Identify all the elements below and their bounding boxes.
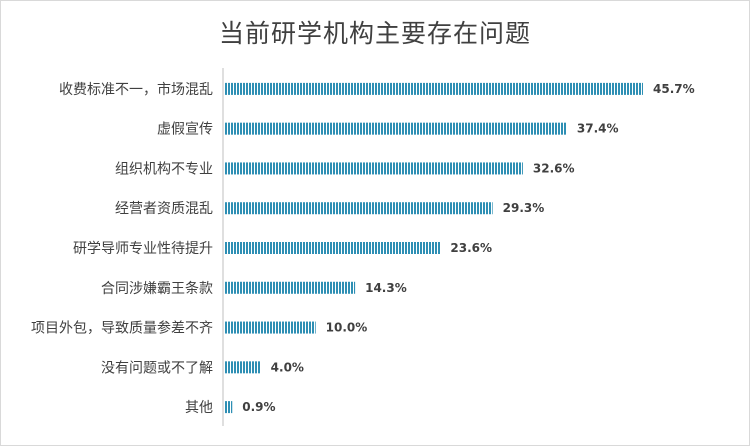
chart-title: 当前研学机构主要存在问题 (218, 19, 531, 48)
category-label: 合同涉嫌霸王条款 (101, 280, 213, 297)
bar (224, 162, 523, 175)
bar (224, 82, 643, 95)
value-label: 0.9% (242, 400, 275, 414)
category-label: 虚假宣传 (157, 122, 213, 138)
category-label: 经营者资质混乱 (115, 201, 213, 217)
bar (224, 401, 233, 414)
category-label: 没有问题或不了解 (101, 360, 213, 376)
bar (224, 122, 567, 135)
category-label: 组织机构不专业 (115, 161, 213, 177)
value-label: 23.6% (450, 241, 492, 255)
bar (224, 242, 441, 254)
category-label: 其他 (185, 400, 213, 416)
value-label: 45.7% (653, 82, 695, 96)
value-label: 14.3% (365, 281, 407, 295)
value-label: 29.3% (503, 201, 545, 215)
bar (224, 361, 261, 374)
value-label: 32.6% (533, 161, 575, 175)
bar (224, 321, 316, 334)
value-label: 10.0% (326, 321, 368, 335)
category-label: 项目外包，导致质量参差不齐 (31, 320, 213, 337)
bars: 收费标准不一，市场混乱 45.7% 虚假宣传 37.4% 组织机构不专业 32.6% 经营者… (31, 81, 695, 416)
bar (224, 281, 356, 294)
value-label: 4.0% (271, 360, 304, 374)
category-label: 研学导师专业性待提升 (73, 241, 213, 257)
category-label: 收费标准不一，市场混乱 (59, 81, 213, 98)
value-label: 37.4% (577, 122, 619, 136)
bar (224, 202, 493, 215)
